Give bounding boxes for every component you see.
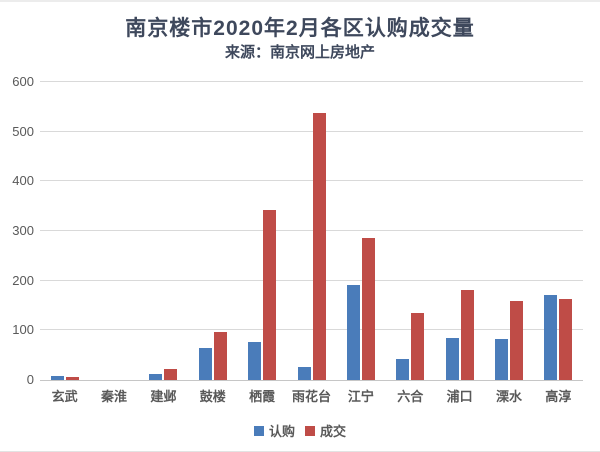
x-tick-label: 建邺 — [150, 389, 177, 404]
y-tick-label: 200 — [12, 272, 34, 288]
x-tick-label: 栖霞 — [249, 389, 276, 404]
bar-subscriptions-11 — [544, 294, 558, 380]
bar-subscriptions-8 — [396, 359, 410, 380]
y-tick-label: 0 — [26, 372, 34, 387]
chart-title: 南京楼市2020年2月各区认购成交量 — [125, 17, 475, 40]
bar-transactions-8 — [411, 313, 425, 380]
legend-item-transactions: 成交 — [305, 421, 346, 440]
bar-transactions-6 — [312, 112, 326, 380]
bar-transactions-3 — [164, 369, 178, 380]
bar-subscriptions-5 — [248, 341, 262, 380]
x-tick-label: 秦淮 — [101, 389, 128, 404]
bar-transactions-9 — [460, 290, 474, 380]
bar-subscriptions-7 — [346, 284, 360, 380]
y-tick-label: 300 — [12, 223, 34, 238]
x-tick-label: 鼓楼 — [199, 389, 226, 404]
y-tick-label: 400 — [12, 173, 34, 189]
bar-transactions-5 — [263, 210, 277, 380]
gridline — [40, 329, 583, 331]
bar-subscriptions-10 — [494, 339, 508, 380]
bar-subscriptions-1 — [50, 376, 64, 380]
legend-label: 成交 — [320, 424, 347, 439]
legend-swatch-icon — [305, 425, 315, 436]
gridline — [40, 81, 583, 82]
plot-area: 玄武 秦淮 建邺 鼓楼 栖霞 雨花台 江宁 六合 浦口 溧水 高淳 — [40, 81, 583, 404]
legend: 认购 成交 — [0, 421, 600, 440]
legend-swatch-icon — [253, 425, 264, 436]
gridline — [40, 130, 583, 132]
gridline — [40, 180, 583, 182]
bar-transactions-1 — [65, 377, 79, 380]
bar-subscriptions-3 — [149, 373, 163, 380]
bar-transactions-7 — [361, 238, 375, 380]
x-tick-label: 高淳 — [545, 389, 572, 404]
x-tick-label: 溧水 — [495, 389, 522, 404]
x-tick-label: 江宁 — [347, 389, 374, 404]
x-tick-label: 玄武 — [51, 389, 78, 404]
y-tick-label: 500 — [12, 123, 34, 139]
legend-label: 认购 — [268, 424, 295, 439]
bar-subscriptions-6 — [297, 367, 311, 380]
gridline — [40, 279, 583, 281]
bar-transactions-10 — [509, 301, 523, 380]
bar-subscriptions-4 — [198, 347, 212, 380]
legend-item-subscriptions: 认购 — [253, 421, 295, 440]
y-tick-label: 100 — [12, 322, 34, 338]
bar-transactions-4 — [213, 332, 227, 380]
chart-subtitle: 来源：南京网上房地产 — [224, 44, 375, 61]
x-axis-line — [40, 380, 583, 381]
y-tick-label: 600 — [12, 74, 34, 89]
x-tick-label: 雨花台 — [291, 389, 331, 404]
x-tick-label: 浦口 — [446, 389, 473, 404]
bar-subscriptions-9 — [445, 337, 459, 380]
gridline — [40, 230, 583, 231]
x-tick-label: 六合 — [397, 389, 424, 404]
bar-transactions-11 — [559, 299, 573, 380]
